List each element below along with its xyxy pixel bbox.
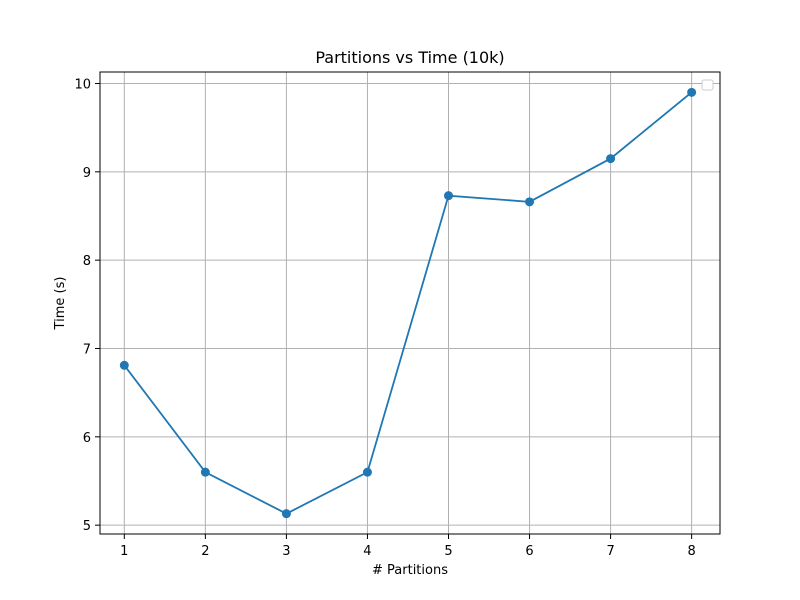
plot-area-frame	[99, 71, 721, 535]
data-point	[606, 154, 616, 164]
x-tick-label: 1	[120, 544, 128, 559]
data-point	[281, 509, 291, 519]
grid	[100, 72, 720, 534]
data-point	[119, 360, 129, 370]
x-tick-label: 7	[606, 544, 614, 559]
data-point	[443, 191, 453, 201]
y-tick-label: 8	[83, 254, 91, 269]
x-tick-label: 2	[201, 544, 209, 559]
series-line	[123, 91, 693, 515]
axis-ticks: 1 2 3 4 5 6 7 8 5 6 7 8 9 10	[74, 77, 695, 559]
data-point	[687, 87, 697, 97]
y-axis-label: Time (s)	[53, 277, 68, 331]
x-tick-label: 6	[525, 544, 533, 559]
legend-box	[701, 79, 714, 91]
y-tick-label: 7	[83, 342, 91, 357]
x-tick-label: 5	[444, 544, 452, 559]
data-point	[362, 467, 372, 477]
x-axis-label: # Partitions	[372, 563, 448, 578]
x-tick-label: 3	[282, 544, 290, 559]
data-point	[200, 467, 210, 477]
x-tick-label: 4	[363, 544, 371, 559]
chart-title: Partitions vs Time (10k)	[315, 48, 504, 67]
y-tick-label: 6	[83, 431, 91, 446]
y-tick-label: 10	[74, 77, 91, 92]
series-layer	[119, 87, 697, 519]
x-tick-label: 8	[687, 544, 695, 559]
y-tick-label: 9	[83, 166, 91, 181]
y-tick-label: 5	[83, 519, 91, 534]
data-point	[525, 197, 535, 207]
